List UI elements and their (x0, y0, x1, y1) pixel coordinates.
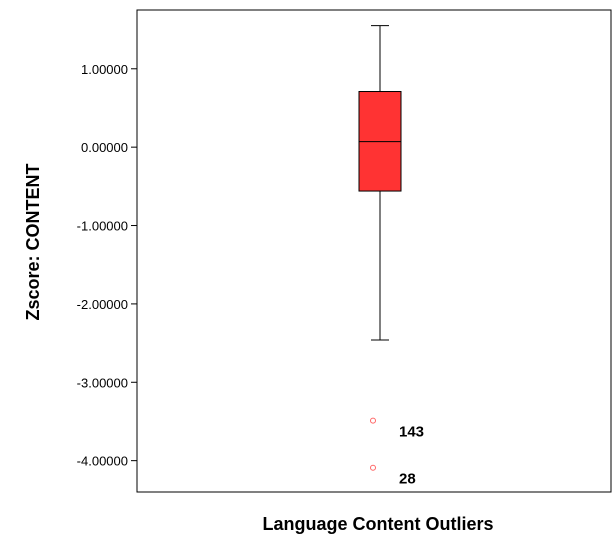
outlier-label: 28 (399, 471, 416, 488)
y-tick-label: -3.00000 (77, 375, 128, 390)
y-tick-label: -2.00000 (77, 297, 128, 312)
outlier-marker (370, 417, 376, 424)
outlier-label: 143 (399, 424, 424, 441)
outlier-group: 143 28 (370, 417, 424, 488)
y-tick-label: 1.00000 (81, 62, 128, 77)
y-axis-title: Zscore: CONTENT (23, 163, 43, 320)
y-axis-ticks: 1.00000 0.00000 -1.00000 -2.00000 -3.00000 -4… (77, 62, 137, 469)
y-tick-label: -4.00000 (77, 454, 128, 469)
plot-area-frame (136, 9, 612, 493)
outlier-marker (370, 464, 376, 471)
box-group (358, 25, 402, 341)
y-tick-label: -1.00000 (77, 219, 128, 234)
x-axis-title: Language Content Outliers (262, 514, 493, 534)
y-tick-label: 0.00000 (81, 140, 128, 155)
